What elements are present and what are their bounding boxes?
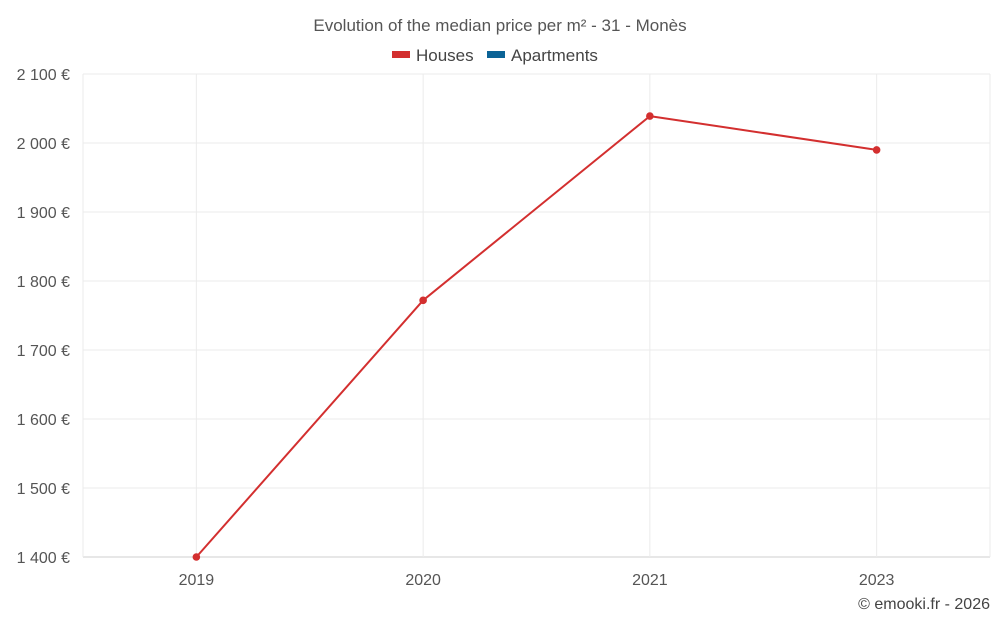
y-tick-label: 1 700 € bbox=[17, 343, 70, 360]
x-tick-label: 2021 bbox=[632, 572, 668, 589]
data-point-houses-2020[interactable] bbox=[419, 296, 427, 305]
legend-swatch-houses[interactable] bbox=[392, 51, 410, 58]
y-tick-label: 2 000 € bbox=[17, 136, 70, 153]
y-tick-label: 1 900 € bbox=[17, 205, 70, 222]
x-tick-label: 2023 bbox=[859, 572, 895, 589]
data-point-houses-2023[interactable] bbox=[872, 146, 881, 154]
credit-text: © emooki.fr - 2026 bbox=[858, 596, 990, 613]
y-tick-label: 1 600 € bbox=[17, 412, 70, 429]
legend-swatch-apartments[interactable] bbox=[487, 51, 505, 58]
y-tick-label: 1 400 € bbox=[17, 550, 70, 567]
series-line-houses bbox=[195, 115, 877, 558]
chart-title: Evolution of the median price per m² - 3… bbox=[313, 16, 686, 35]
y-tick-label: 2 100 € bbox=[17, 67, 70, 84]
data-point-houses-2021[interactable] bbox=[646, 112, 654, 120]
x-tick-label: 2020 bbox=[405, 572, 441, 589]
legend-label-apartments[interactable]: Apartments bbox=[511, 46, 598, 65]
y-tick-label: 1 800 € bbox=[17, 274, 70, 291]
grid bbox=[82, 73, 991, 558]
y-axis-ticks: 1 400 € 1 500 € 1 600 € 1 700 € 1 800 € 1 900… bbox=[17, 67, 70, 567]
data-point-houses-2019[interactable] bbox=[192, 553, 201, 561]
x-tick-label: 2019 bbox=[179, 572, 215, 589]
legend[interactable]: Houses Apartments bbox=[392, 46, 598, 65]
series bbox=[192, 112, 881, 561]
y-tick-label: 1 500 € bbox=[17, 481, 70, 498]
legend-label-houses[interactable]: Houses bbox=[416, 46, 474, 65]
x-axis-ticks: 2019 2020 2021 2023 bbox=[179, 572, 895, 589]
